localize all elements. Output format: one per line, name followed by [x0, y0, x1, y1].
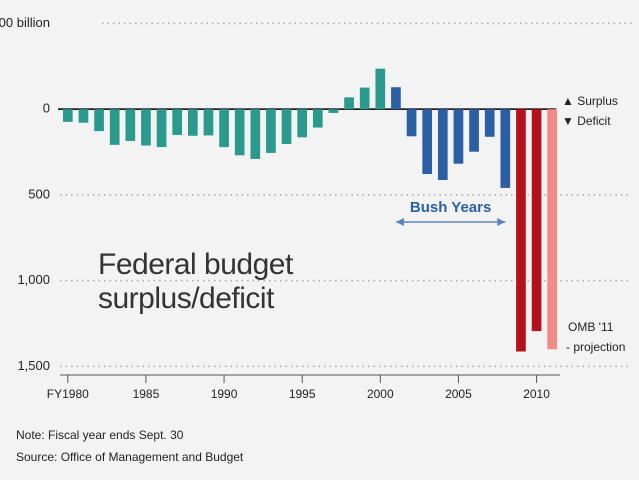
x-tick-label: 1985 [133, 387, 160, 401]
y-tick-label: $500 billion [0, 15, 50, 30]
y-tick-label: 0 [43, 101, 50, 116]
bar [391, 87, 401, 110]
note: Note: Fiscal year ends Sept. 30 [16, 428, 184, 442]
bar [516, 109, 526, 352]
bar [187, 109, 198, 136]
bar [422, 109, 433, 175]
bar [453, 109, 464, 164]
bar [328, 109, 339, 113]
x-tick-label: 2005 [445, 387, 472, 401]
bar [344, 97, 354, 110]
y-tick-label: 1,000 [17, 272, 50, 287]
bar [78, 109, 89, 123]
bar [484, 109, 495, 137]
legend-entry: ▲ Surplus [562, 94, 618, 108]
bar [250, 109, 261, 159]
bar [266, 109, 276, 153]
x-tick-label: FY1980 [47, 387, 89, 401]
bar [359, 87, 370, 110]
bar [234, 109, 245, 156]
bar [312, 109, 323, 128]
annotation: Bush Years [410, 199, 491, 216]
annotation: OMB '11 [568, 320, 614, 334]
legend-entry: ▼ Deficit [562, 114, 611, 128]
y-tick-label: 500 [28, 186, 50, 201]
bar [500, 109, 511, 188]
bar [156, 109, 167, 148]
bar [219, 109, 229, 148]
bar [297, 109, 308, 138]
bar [125, 109, 136, 141]
bar [281, 109, 292, 144]
note: Source: Office of Management and Budget [16, 450, 244, 464]
x-tick-label: 1990 [211, 387, 238, 401]
chart-title: Federal budget surplus/deficit [98, 248, 293, 315]
bar [203, 109, 214, 136]
bar [141, 109, 151, 146]
bar [109, 109, 120, 145]
y-tick-label: 1,500 [17, 358, 50, 373]
bar [94, 109, 104, 132]
bar [531, 109, 542, 332]
bar [62, 109, 73, 122]
bar [406, 109, 417, 137]
x-tick-label: 2000 [367, 387, 394, 401]
x-tick-label: 1995 [289, 387, 316, 401]
annotation: - projection [566, 340, 625, 354]
bar [469, 109, 479, 152]
bar [172, 109, 183, 135]
bar [547, 109, 558, 350]
x-tick-label: 2010 [523, 387, 550, 401]
bar [437, 109, 448, 181]
bar [375, 68, 386, 110]
